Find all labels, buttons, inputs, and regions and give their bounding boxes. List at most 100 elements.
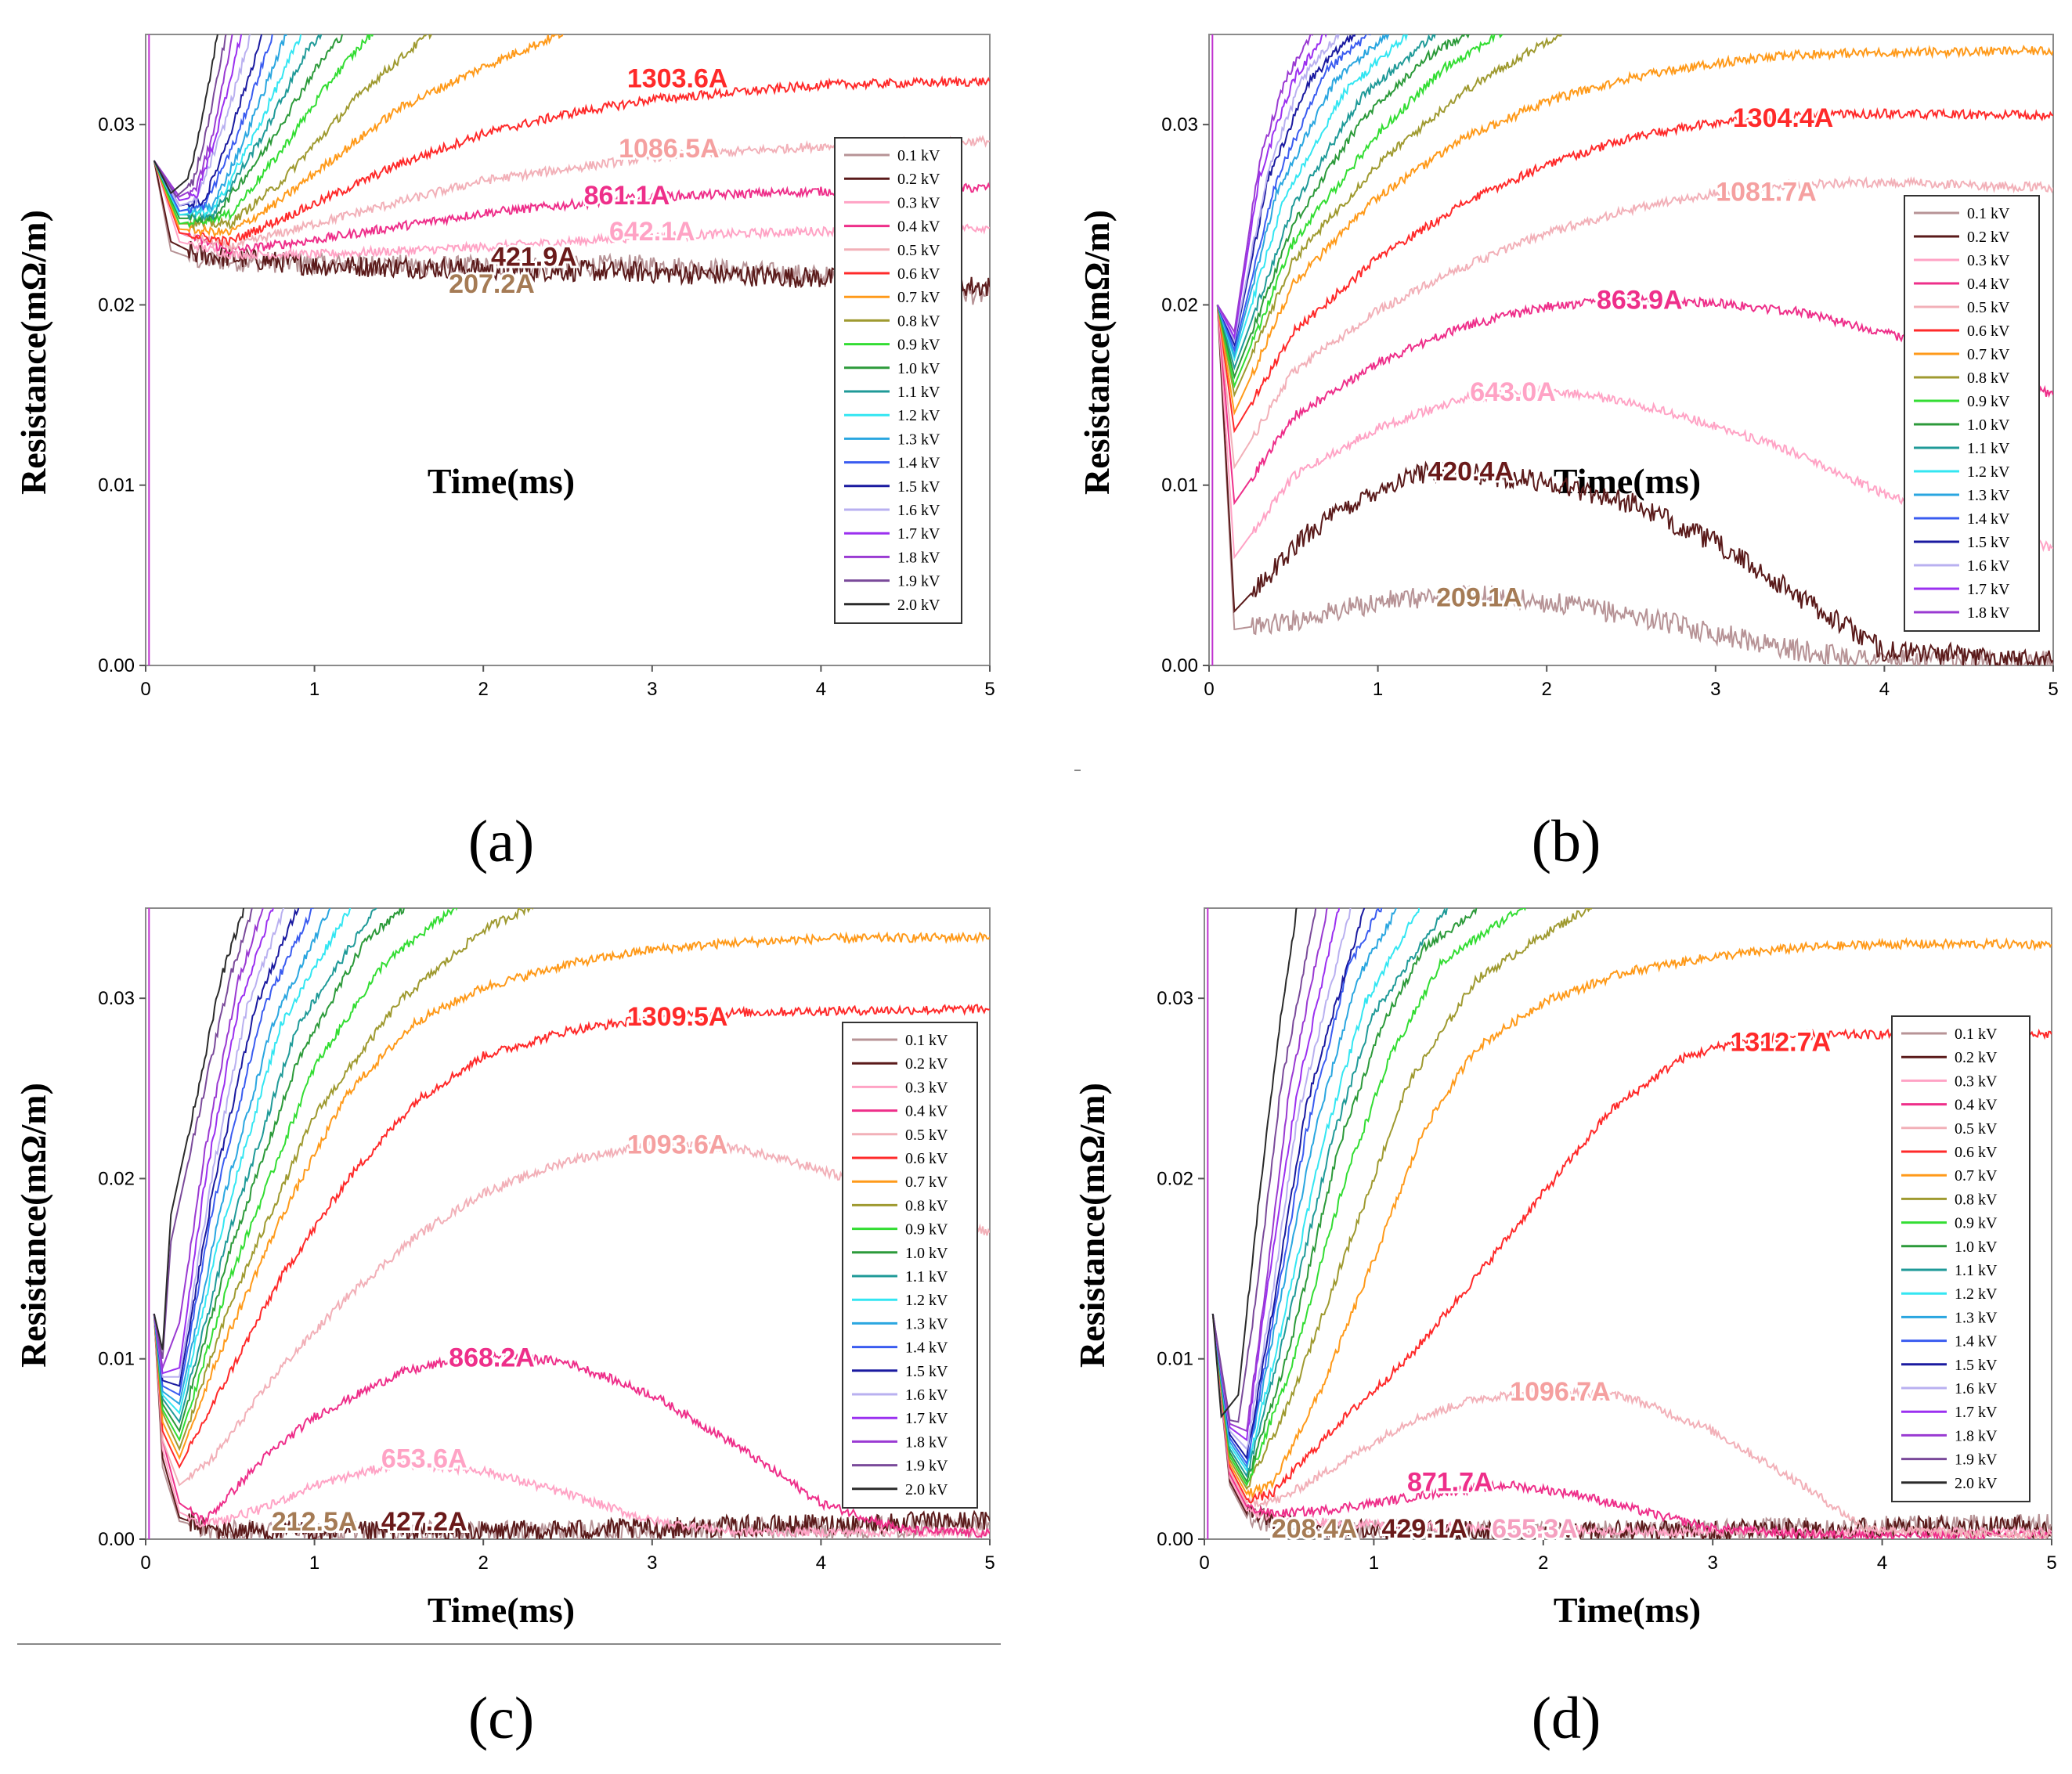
legend-entry: 1.5 kV: [1955, 1357, 1998, 1374]
legend-entry: 0.5 kV: [1955, 1120, 1998, 1138]
current-label: 209.1A: [1436, 582, 1522, 612]
legend-entry: 1.3 kV: [905, 1315, 948, 1332]
legend-entry: 1.7 kV: [1955, 1404, 1998, 1421]
current-label: 643.0A: [1470, 377, 1556, 407]
x-tick-label: 1: [309, 1552, 319, 1574]
x-tick-label: 2: [1542, 679, 1552, 700]
series-line-20kV: [1211, 908, 1298, 1419]
current-label: 1086.5A: [619, 134, 720, 164]
series-line-08kV: [1216, 34, 1563, 398]
series-line-05kV: [1211, 1313, 2052, 1539]
x-tick-label: 1: [309, 679, 319, 700]
series-line-18kV: [153, 34, 233, 198]
current-label: 1304.4A: [1733, 103, 1834, 133]
legend-entry: 0.8 kV: [897, 312, 940, 330]
y-axis-title: Resistance(mΩ/m): [13, 1083, 53, 1368]
series-line-16kV: [153, 34, 251, 207]
legend-entry: 0.9 kV: [1955, 1215, 1998, 1232]
legend-box: [1891, 1015, 2030, 1502]
legend-entry: 0.2 kV: [1955, 1049, 1998, 1066]
current-label: 1096.7A: [1510, 1377, 1611, 1407]
x-tick-label: 0: [1199, 1552, 1209, 1574]
chart-panel-d: 0 1 2 3 4 5 0.00 0.01 0.02 0.03 Time(ms) Resistance…: [1072, 907, 2057, 1751]
series-line-10kV: [153, 908, 405, 1433]
legend-entry: 0.2 kV: [905, 1055, 948, 1073]
legend-entry: 0.7 kV: [897, 289, 940, 306]
legend-entry: 0.6 kV: [1955, 1144, 1998, 1161]
current-label: 871.7A: [1407, 1467, 1493, 1497]
legend-entry: 1.2 kV: [1955, 1285, 1998, 1303]
legend-box: [1904, 195, 2040, 632]
legend-entry: 1.4 kV: [1955, 1333, 1998, 1350]
series-line-13kV: [153, 908, 331, 1406]
series-line-17kV: [153, 908, 274, 1375]
series-line-17kV: [1211, 908, 1341, 1442]
legend-entry: 0.2 kV: [1967, 229, 2010, 246]
plot-frame: [145, 907, 991, 1540]
series-line-11kV: [1211, 908, 1449, 1479]
current-label: 208.4A: [1272, 1514, 1358, 1544]
y-tick-label: 0.01: [98, 1349, 135, 1370]
x-tick-label: 3: [647, 679, 657, 700]
y-tick-label: 0.03: [98, 114, 135, 135]
legend-entry: 1.5 kV: [905, 1363, 948, 1380]
x-axis-title: Time(ms): [1554, 461, 1701, 501]
legend-entry: 1.6 kV: [1955, 1380, 1998, 1397]
legend-entry: 0.9 kV: [897, 337, 940, 354]
series-line-09kV: [153, 908, 458, 1442]
current-label: 863.9A: [1597, 286, 1683, 315]
current-label: 861.1A: [584, 181, 670, 211]
legend-entry: 0.6 kV: [897, 265, 940, 283]
x-axis-title: Time(ms): [428, 1590, 575, 1630]
legend-entry: 1.8 kV: [1967, 604, 2010, 622]
series-line-11kV: [1216, 34, 1438, 371]
y-tick-label: 0.02: [1157, 1168, 1193, 1189]
series-line-02kV: [1216, 305, 2053, 665]
y-axis-title: Resistance(mΩ/m): [1072, 1083, 1112, 1368]
series-line-06kV: [1216, 106, 2053, 434]
series-line-07kV: [1216, 44, 2053, 416]
series-line-05kV: [1216, 175, 2053, 470]
series-line-08kV: [1211, 908, 1593, 1491]
series-line-20kV: [153, 34, 218, 195]
series-line-19kV: [153, 34, 227, 198]
series-line-14kV: [1211, 908, 1383, 1466]
legend-entry: 1.1 kV: [897, 384, 940, 401]
y-tick-label: 0.00: [1157, 1529, 1193, 1550]
series-group: [1207, 908, 2052, 1539]
x-tick-label: 1: [1369, 1552, 1379, 1574]
series-line-15kV: [1211, 908, 1366, 1461]
current-label: 1309.5A: [627, 1002, 728, 1032]
series-line-15kV: [153, 908, 300, 1387]
x-tick-label: 2: [478, 679, 489, 700]
legend-entry: 1.3 kV: [1955, 1309, 1998, 1326]
series-line-01kV: [1216, 305, 2053, 665]
series-group: [148, 908, 990, 1539]
x-tick-label: 2: [478, 1552, 489, 1574]
series-line-09kV: [1211, 908, 1526, 1487]
legend-entry: 0.6 kV: [1967, 323, 2010, 340]
y-tick-label: 0.01: [1161, 475, 1198, 496]
legend-entry: 0.5 kV: [905, 1127, 948, 1144]
legend-entry: 1.7 kV: [1967, 581, 2010, 598]
legend-entry: 1.8 kV: [897, 549, 940, 566]
legend-entry: 0.7 kV: [1967, 346, 2010, 363]
current-label: 1093.6A: [627, 1130, 728, 1160]
y-tick-label: 0.00: [98, 1529, 135, 1550]
legend-entry: 0.9 kV: [905, 1221, 948, 1239]
legend-entry: 0.9 kV: [1967, 393, 2010, 410]
legend-entry: 1.7 kV: [905, 1410, 948, 1427]
y-axis-title: Resistance(mΩ/m): [1077, 210, 1117, 495]
series-line-13kV: [1211, 908, 1397, 1469]
series-line-11kV: [153, 908, 377, 1424]
legend-entry: 1.8 kV: [1955, 1427, 1998, 1444]
y-tick-label: 0.02: [98, 294, 135, 315]
legend-entry: 1.2 kV: [905, 1292, 948, 1309]
panel-letter: (a): [468, 809, 534, 874]
legend: 0.1 kV 0.2 kV 0.3 kV 0.4 kV 0.5 kV 0.6 kV 0.7 …: [834, 137, 962, 624]
x-tick-label: 0: [1204, 679, 1214, 700]
series-line-16kV: [1211, 908, 1352, 1451]
legend-entry: 0.8 kV: [905, 1197, 948, 1214]
series-line-10kV: [1216, 34, 1470, 380]
legend-entry: 1.3 kV: [1967, 487, 2010, 504]
